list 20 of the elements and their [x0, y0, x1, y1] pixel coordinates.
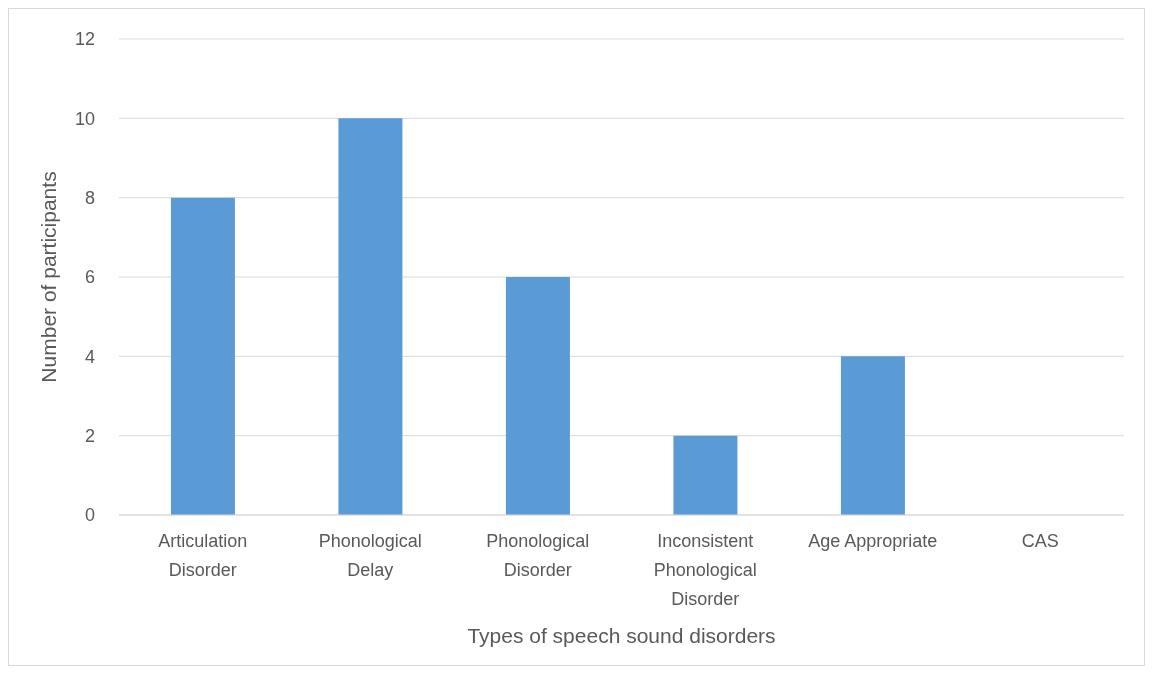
bar: [338, 118, 403, 515]
bar: [170, 197, 235, 515]
x-tick-label: Phonological Disorder: [486, 531, 590, 580]
y-tick-label: 10: [74, 108, 95, 129]
y-tick-label: 4: [84, 346, 95, 367]
x-tick-label: Phonological Delay: [318, 531, 422, 580]
x-tick-label: Age Appropriate: [808, 531, 938, 551]
bar: [505, 277, 570, 515]
y-tick-label: 12: [74, 29, 95, 50]
y-tick-label: 6: [84, 267, 95, 288]
y-tick-label: 0: [84, 505, 95, 526]
x-axis-title: Types of speech sound disorders: [467, 624, 776, 647]
y-tick-label: 2: [84, 426, 95, 447]
bar: [840, 356, 905, 515]
y-axis-title: Number of participants: [37, 171, 61, 383]
x-tick-label: Inconsistent Phonological Disorder: [653, 531, 757, 609]
bar: [673, 435, 738, 515]
x-tick-label: Articulation Disorder: [158, 531, 248, 580]
y-tick-label: 8: [84, 188, 95, 209]
x-tick-label: CAS: [1021, 531, 1059, 551]
